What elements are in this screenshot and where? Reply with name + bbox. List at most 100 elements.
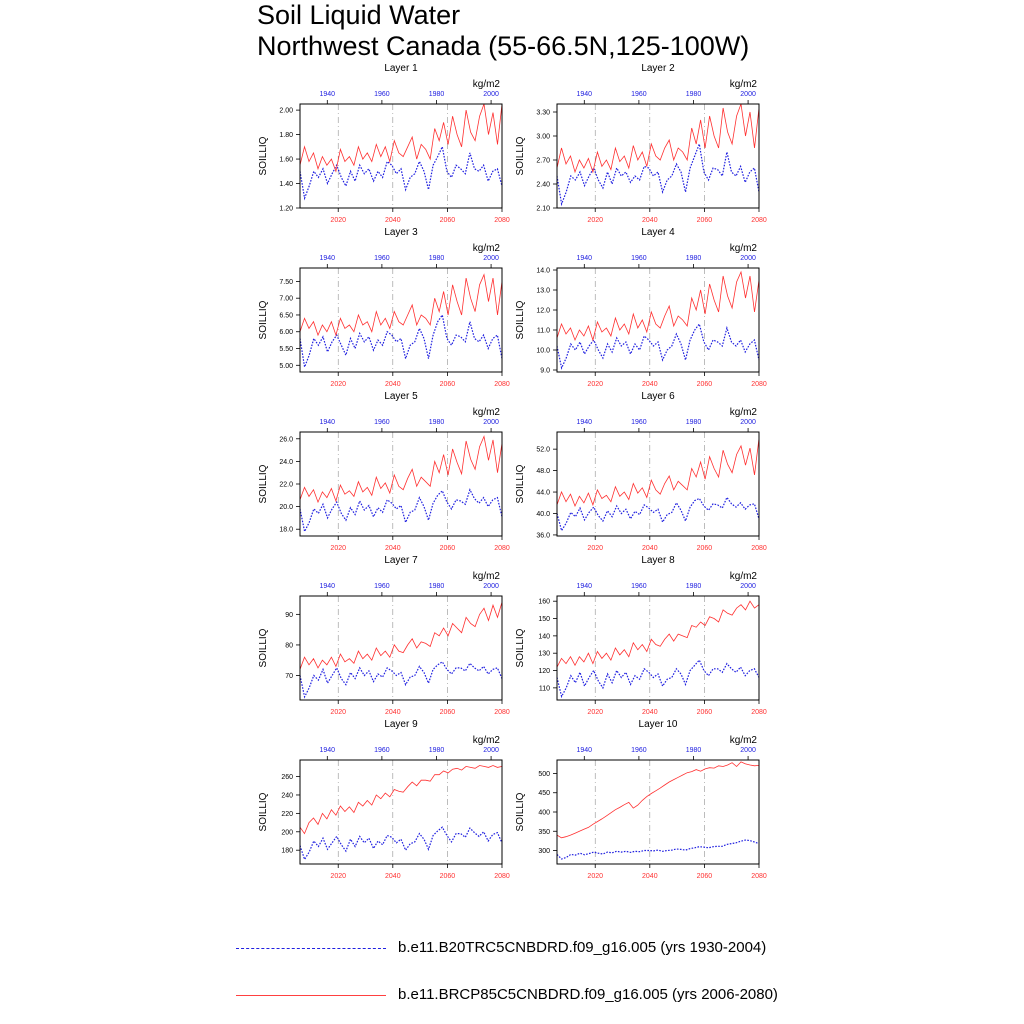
panel-title: Layer 6 [641,391,675,402]
plot-frame [556,759,760,865]
main-title: Soil Liquid Water Northwest Canada (55-6… [257,0,749,62]
top-x-tick-label: 1940 [577,419,593,426]
panel-title: Layer 2 [641,63,675,74]
y-tick-label: 40.0 [536,511,550,518]
top-x-tick-label: 2000 [483,419,499,426]
panel-title: Layer 8 [641,555,675,566]
y-tick-label: 13.0 [536,288,550,295]
series-line-future [556,438,760,508]
series-line-future [299,273,503,337]
bottom-x-tick-label: 2060 [697,709,713,716]
bottom-x-tick-label: 2080 [751,709,767,716]
series-line-future [556,103,760,174]
series-line-historical [299,660,503,699]
y-tick-label: 350 [538,829,550,836]
top-x-tick-label: 1940 [577,255,593,262]
legend-line-historical [236,948,386,949]
panel-title: Layer 3 [384,227,418,238]
top-x-tick-label: 1980 [429,91,445,98]
y-axis-label: SOILLIQ [515,628,526,667]
chart-panel-layer-7: Layer 7 kg/m2 1940 1960 1980 2000 2020 2040 2060… [258,555,510,716]
legend: b.e11.B20TRC5CNBDRD.f09_g16.005 (yrs 193… [0,925,1024,1024]
bottom-x-tick-label: 2060 [440,217,456,224]
y-tick-label: 12.0 [536,308,550,315]
series-line-historical [299,488,503,534]
y-tick-label: 2.40 [536,182,550,189]
top-x-tick-label: 1960 [374,91,390,98]
y-tick-label: 6.00 [279,329,293,336]
panel-title: Layer 4 [641,227,675,238]
y-tick-label: 260 [281,774,293,781]
top-x-tick-label: 2000 [740,91,756,98]
bottom-x-tick-label: 2080 [494,873,510,880]
top-x-tick-label: 2000 [740,583,756,590]
y-tick-label: 7.50 [279,279,293,286]
top-x-tick-label: 1960 [374,255,390,262]
series-line-historical [299,144,503,201]
y-tick-label: 44.0 [536,490,550,497]
bottom-x-tick-label: 2080 [494,545,510,552]
top-x-tick-label: 1960 [631,419,647,426]
y-tick-label: 140 [538,633,550,640]
y-tick-label: 48.0 [536,468,550,475]
y-tick-label: 5.50 [279,346,293,353]
top-x-tick-label: 1940 [577,583,593,590]
y-tick-label: 24.0 [279,459,293,466]
chart-panel-layer-9: Layer 9 kg/m2 1940 1960 1980 2000 2020 2040 2060… [258,719,510,880]
y-tick-label: 10.0 [536,348,550,355]
bottom-x-tick-label: 2020 [330,217,346,224]
top-x-tick-label: 1980 [429,255,445,262]
chart-panel-layer-1: Layer 1 kg/m2 1940 1960 1980 2000 2020 2040 2060… [258,63,510,224]
series-line-future [299,103,503,173]
bottom-x-tick-label: 2020 [330,873,346,880]
y-axis-label: SOILLIQ [258,136,269,175]
top-x-tick-label: 1980 [686,255,702,262]
bottom-x-tick-label: 2040 [385,381,401,388]
bottom-x-tick-label: 2060 [440,381,456,388]
y-tick-label: 2.70 [536,158,550,165]
y-tick-label: 2.00 [279,108,293,115]
units-label: kg/m2 [473,735,501,746]
y-tick-label: 2.10 [536,206,550,213]
series-line-historical [299,313,503,370]
bottom-x-tick-label: 2080 [751,381,767,388]
y-tick-label: 9.0 [540,368,550,375]
top-x-tick-label: 1980 [686,747,702,754]
top-x-tick-label: 1960 [631,747,647,754]
y-tick-label: 7.00 [279,296,293,303]
y-tick-label: 52.0 [536,447,550,454]
title-line-1: Soil Liquid Water [257,0,461,30]
top-x-tick-label: 1980 [686,583,702,590]
top-x-tick-label: 2000 [740,255,756,262]
y-tick-label: 26.0 [279,436,293,443]
bottom-x-tick-label: 2040 [642,545,658,552]
units-label: kg/m2 [730,571,758,582]
bottom-x-tick-label: 2020 [587,545,603,552]
y-axis-label: SOILLIQ [258,628,269,667]
y-tick-label: 220 [281,811,293,818]
y-tick-label: 400 [538,810,550,817]
y-tick-label: 6.50 [279,312,293,319]
panel-title: Layer 10 [639,719,678,730]
series-line-future [299,435,503,504]
panel-title: Layer 9 [384,719,418,730]
bottom-x-tick-label: 2040 [642,709,658,716]
top-x-tick-label: 1940 [577,747,593,754]
top-x-tick-label: 1980 [429,419,445,426]
y-tick-label: 180 [281,848,293,855]
top-x-tick-label: 1960 [631,583,647,590]
series-line-historical [556,141,760,207]
top-x-tick-label: 1980 [429,583,445,590]
y-tick-label: 130 [538,651,550,658]
bottom-x-tick-label: 2060 [440,709,456,716]
top-x-tick-label: 1960 [374,419,390,426]
y-tick-label: 1.40 [279,181,293,188]
y-axis-label: SOILLIQ [258,792,269,831]
y-tick-label: 14.0 [536,268,550,275]
y-axis-label: SOILLIQ [515,136,526,175]
panel-title: Layer 5 [384,391,418,402]
y-tick-label: 70 [285,673,293,680]
series-line-future [556,600,760,668]
chart-panel-layer-8: Layer 8 kg/m2 1940 1960 1980 2000 2020 2040 2060… [515,555,767,716]
y-axis-label: SOILLIQ [258,464,269,503]
